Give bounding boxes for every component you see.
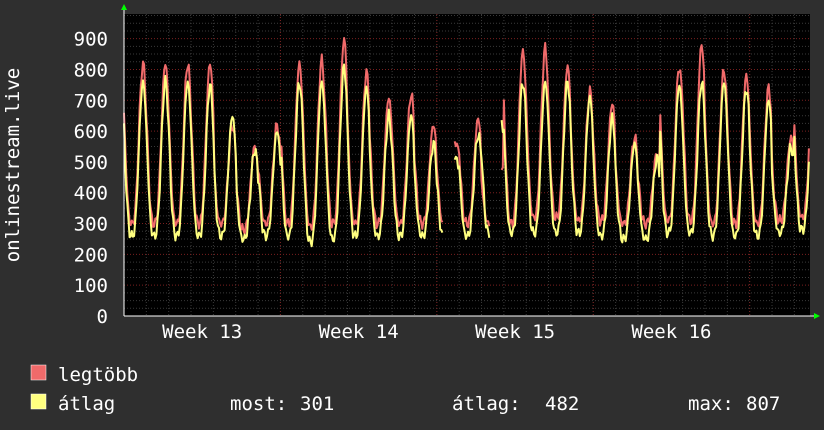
y-tick-label: 0 bbox=[97, 306, 108, 328]
y-tick-label: 300 bbox=[74, 214, 108, 236]
x-tick-label: Week 15 bbox=[475, 321, 555, 343]
legend-swatch-legtobb bbox=[30, 364, 47, 381]
y-tick-label: 700 bbox=[74, 90, 108, 112]
legend-label-atlag: átlag bbox=[58, 393, 115, 415]
y-tick-label: 200 bbox=[74, 244, 108, 266]
stat-most-label: most: bbox=[230, 393, 287, 415]
y-tick-label: 400 bbox=[74, 183, 108, 205]
stat-atlag-value: 482 bbox=[545, 393, 579, 415]
y-tick-label: 900 bbox=[74, 29, 108, 51]
stat-max-label: max: bbox=[688, 393, 734, 415]
x-axis-arrow bbox=[814, 313, 820, 319]
y-tick-labels: 0 100 200 300 400 500 600 700 800 900 bbox=[74, 29, 108, 328]
stat-max-value: 807 bbox=[746, 393, 780, 415]
y-tick-label: 100 bbox=[74, 275, 108, 297]
legend-label-legtobb: legtöbb bbox=[58, 364, 138, 386]
x-tick-label: Week 16 bbox=[631, 321, 711, 343]
x-tick-label: Week 13 bbox=[162, 321, 242, 343]
x-tick-labels: Week 13 Week 14 Week 15 Week 16 bbox=[162, 321, 711, 343]
stat-most-value: 301 bbox=[300, 393, 334, 415]
y-tick-label: 800 bbox=[74, 59, 108, 81]
stat-atlag-label: átlag: bbox=[452, 393, 521, 415]
y-axis-label: onlinestream.live bbox=[2, 68, 24, 262]
series-layer bbox=[123, 37, 810, 248]
axes-layer bbox=[121, 4, 820, 319]
legend-swatch-atlag bbox=[30, 393, 47, 410]
series-line-atlag bbox=[123, 63, 810, 248]
y-axis-arrow bbox=[121, 4, 127, 10]
y-tick-label: 500 bbox=[74, 152, 108, 174]
x-tick-label: Week 14 bbox=[319, 321, 399, 343]
y-tick-label: 600 bbox=[74, 121, 108, 143]
